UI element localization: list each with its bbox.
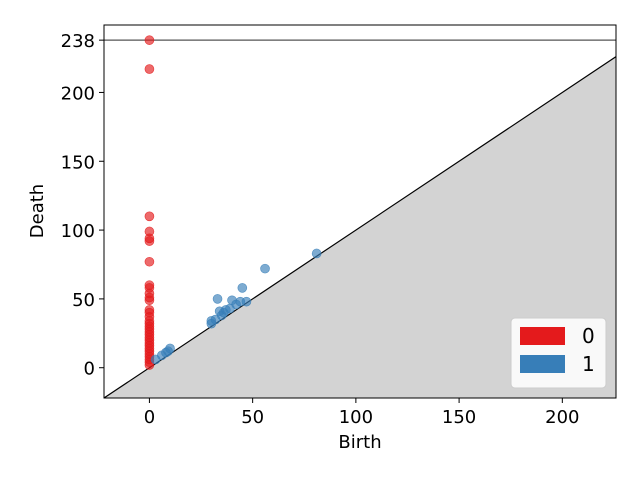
series-0-point	[144, 35, 155, 45]
legend: 01	[510, 317, 607, 389]
diagonal-line	[104, 56, 616, 398]
x-tick-label: 150	[442, 407, 476, 428]
y-tick-label: 200	[61, 83, 95, 104]
series-0-point	[144, 211, 155, 222]
plot-frame	[103, 24, 617, 399]
series-0-point	[144, 256, 155, 267]
series-0-point	[144, 360, 155, 370]
x-tick-label: 0	[144, 407, 155, 428]
series-0-point	[144, 64, 155, 74]
legend-swatch-0	[520, 327, 565, 345]
legend-swatch-1	[520, 355, 565, 373]
x-tick-label: 100	[339, 407, 373, 428]
series-1-point	[237, 283, 248, 293]
y-tick-label: 150	[61, 152, 95, 173]
y-tick-label: 50	[72, 290, 95, 311]
x-tick-label: 50	[241, 407, 264, 428]
x-tick-label: 200	[545, 407, 579, 428]
y-axis: 0 50 100 150 200 238	[61, 31, 104, 380]
x-axis-label: Birth	[338, 432, 381, 453]
series-0-point	[144, 295, 155, 306]
series-1-point	[260, 263, 270, 274]
series-0-point	[144, 236, 155, 246]
series-1-point	[165, 343, 175, 354]
series-1-point	[241, 296, 252, 307]
y-tick-label: 0	[84, 359, 95, 380]
x-axis: 0 50 100 150 200	[144, 398, 580, 428]
legend-label-1: 1	[582, 352, 595, 376]
series-1-point	[212, 294, 223, 304]
data-points	[144, 35, 322, 370]
y-axis-label: Death	[27, 184, 48, 238]
y-tick-label: 100	[61, 221, 95, 242]
legend-label-0: 0	[582, 324, 595, 348]
series-1-point	[311, 248, 322, 259]
y-tick-label: 238	[61, 31, 95, 52]
